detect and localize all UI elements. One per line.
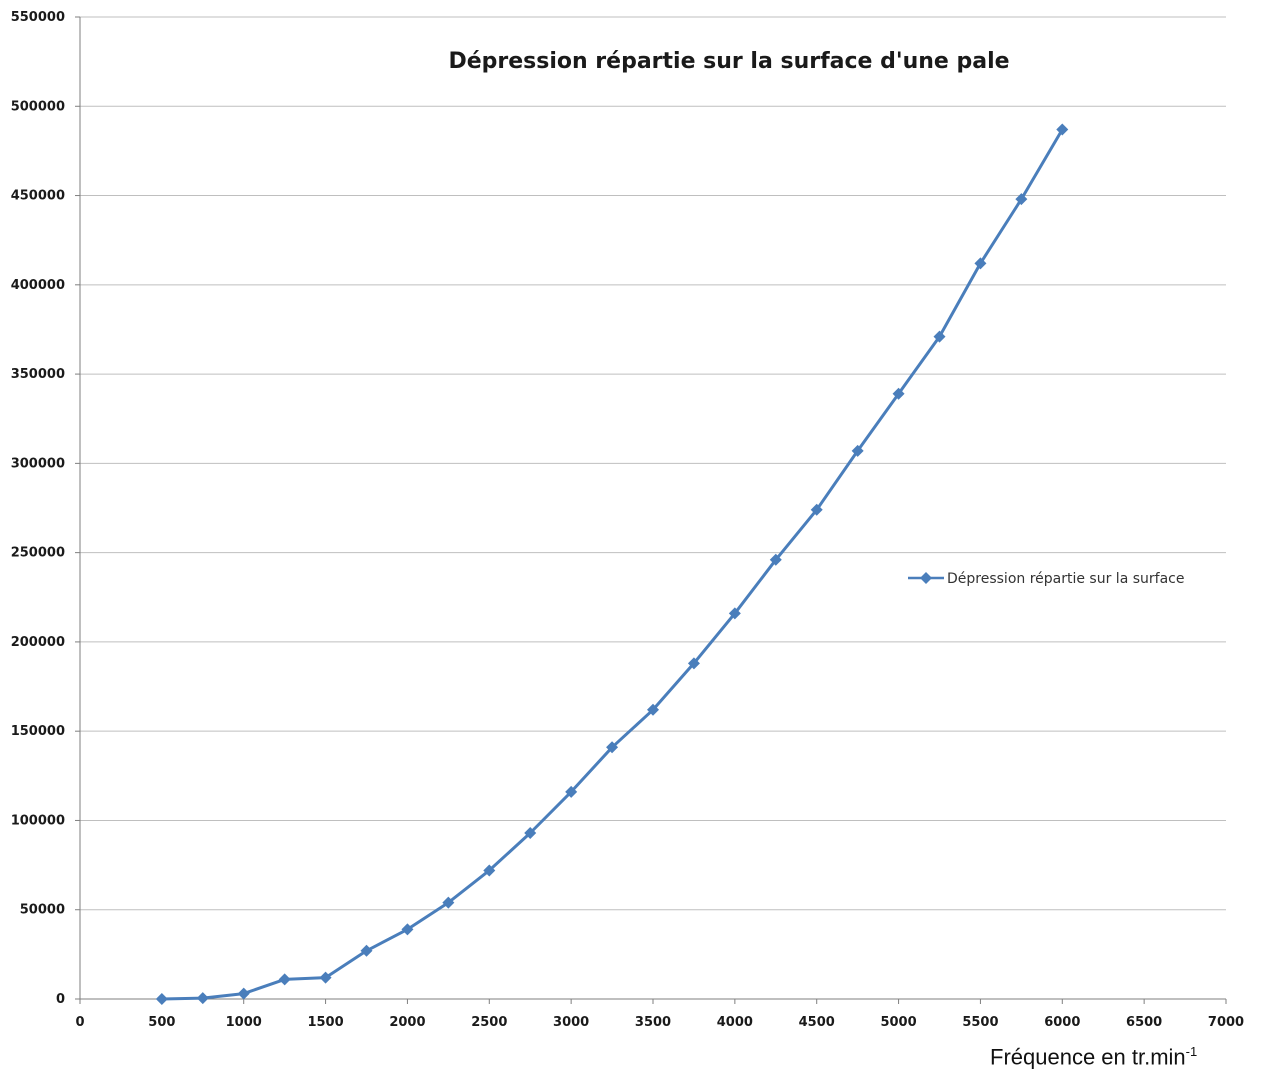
x-tick-label: 4500: [799, 1015, 835, 1030]
data-point-marker: [483, 864, 496, 877]
x-tick-label: 1500: [307, 1015, 343, 1030]
x-tick-label: 7000: [1208, 1015, 1244, 1030]
data-point-marker: [769, 553, 782, 566]
data-point-marker: [810, 503, 823, 516]
data-point-marker: [1015, 193, 1028, 206]
data-point-marker: [974, 257, 987, 270]
x-tick-label: 3500: [635, 1015, 671, 1030]
legend-label: Dépression répartie sur la surface: [947, 571, 1184, 587]
x-tick-label: 6500: [1126, 1015, 1162, 1030]
y-tick-label: 250000: [11, 546, 65, 561]
x-tick-label: 4000: [717, 1015, 753, 1030]
x-tick-label: 3000: [553, 1015, 589, 1030]
data-point-marker: [647, 703, 659, 716]
y-tick-labels: 0 50000 100000 150000 200000 250000 300000 3500…: [11, 10, 65, 1007]
x-tick-label: 2500: [471, 1015, 507, 1030]
y-tick-label: 50000: [20, 903, 65, 918]
data-point-marker: [933, 330, 946, 343]
series-line: [161, 128, 1064, 1001]
data-point-marker: [851, 444, 864, 457]
data-point-marker: [360, 944, 373, 957]
x-tick-label: 6000: [1044, 1015, 1080, 1030]
legend-marker: [920, 572, 932, 584]
data-point-marker: [442, 896, 455, 909]
data-point-marker: [606, 741, 619, 754]
x-axis-label-exponent: -1: [1185, 1044, 1198, 1059]
x-axis-label: Fréquence en tr.min-1: [990, 1044, 1197, 1070]
data-point-marker: [687, 657, 700, 670]
chart-title: Dépression répartie sur la surface d'une…: [448, 49, 1009, 74]
y-tick-label: 0: [56, 992, 65, 1007]
y-tick-label: 500000: [11, 99, 65, 114]
x-tick-label: 5000: [880, 1015, 916, 1030]
data-point-marker: [565, 785, 578, 798]
x-tick-label: 1000: [226, 1015, 262, 1030]
x-tick-labels: 0 500 1000 1500 2000 2500 3000 3500 4000 4500 5000…: [75, 1015, 1244, 1030]
x-tick-label: 2000: [389, 1015, 425, 1030]
data-point-marker: [319, 971, 332, 984]
data-point-marker: [892, 387, 905, 400]
y-tick-label: 550000: [11, 10, 65, 25]
axes: [75, 16, 1227, 1004]
y-tick-label: 300000: [11, 456, 65, 471]
y-tick-label: 450000: [11, 189, 65, 204]
data-point-marker: [155, 993, 168, 1005]
data-point-marker: [401, 923, 414, 936]
x-tick-label: 0: [75, 1015, 84, 1030]
y-tick-label: 400000: [11, 278, 65, 293]
data-point-marker: [278, 973, 291, 986]
y-tick-label: 200000: [11, 635, 65, 650]
y-tick-label: 350000: [11, 367, 65, 382]
x-tick-label: 5500: [962, 1015, 998, 1030]
data-point-marker: [237, 987, 250, 1000]
x-axis-label-text: Fréquence en tr.min: [990, 1044, 1186, 1070]
data-point-marker: [1056, 123, 1069, 136]
x-tick-label: 500: [148, 1015, 175, 1030]
data-point-marker: [728, 607, 741, 620]
data-point-marker: [196, 992, 209, 1005]
y-tick-label: 150000: [11, 724, 65, 739]
series-layer: [155, 123, 1069, 1005]
gridlines: [80, 16, 1226, 911]
data-point-marker: [524, 826, 537, 839]
y-tick-label: 100000: [11, 813, 65, 828]
legend: Dépression répartie sur la surface: [908, 571, 1184, 587]
